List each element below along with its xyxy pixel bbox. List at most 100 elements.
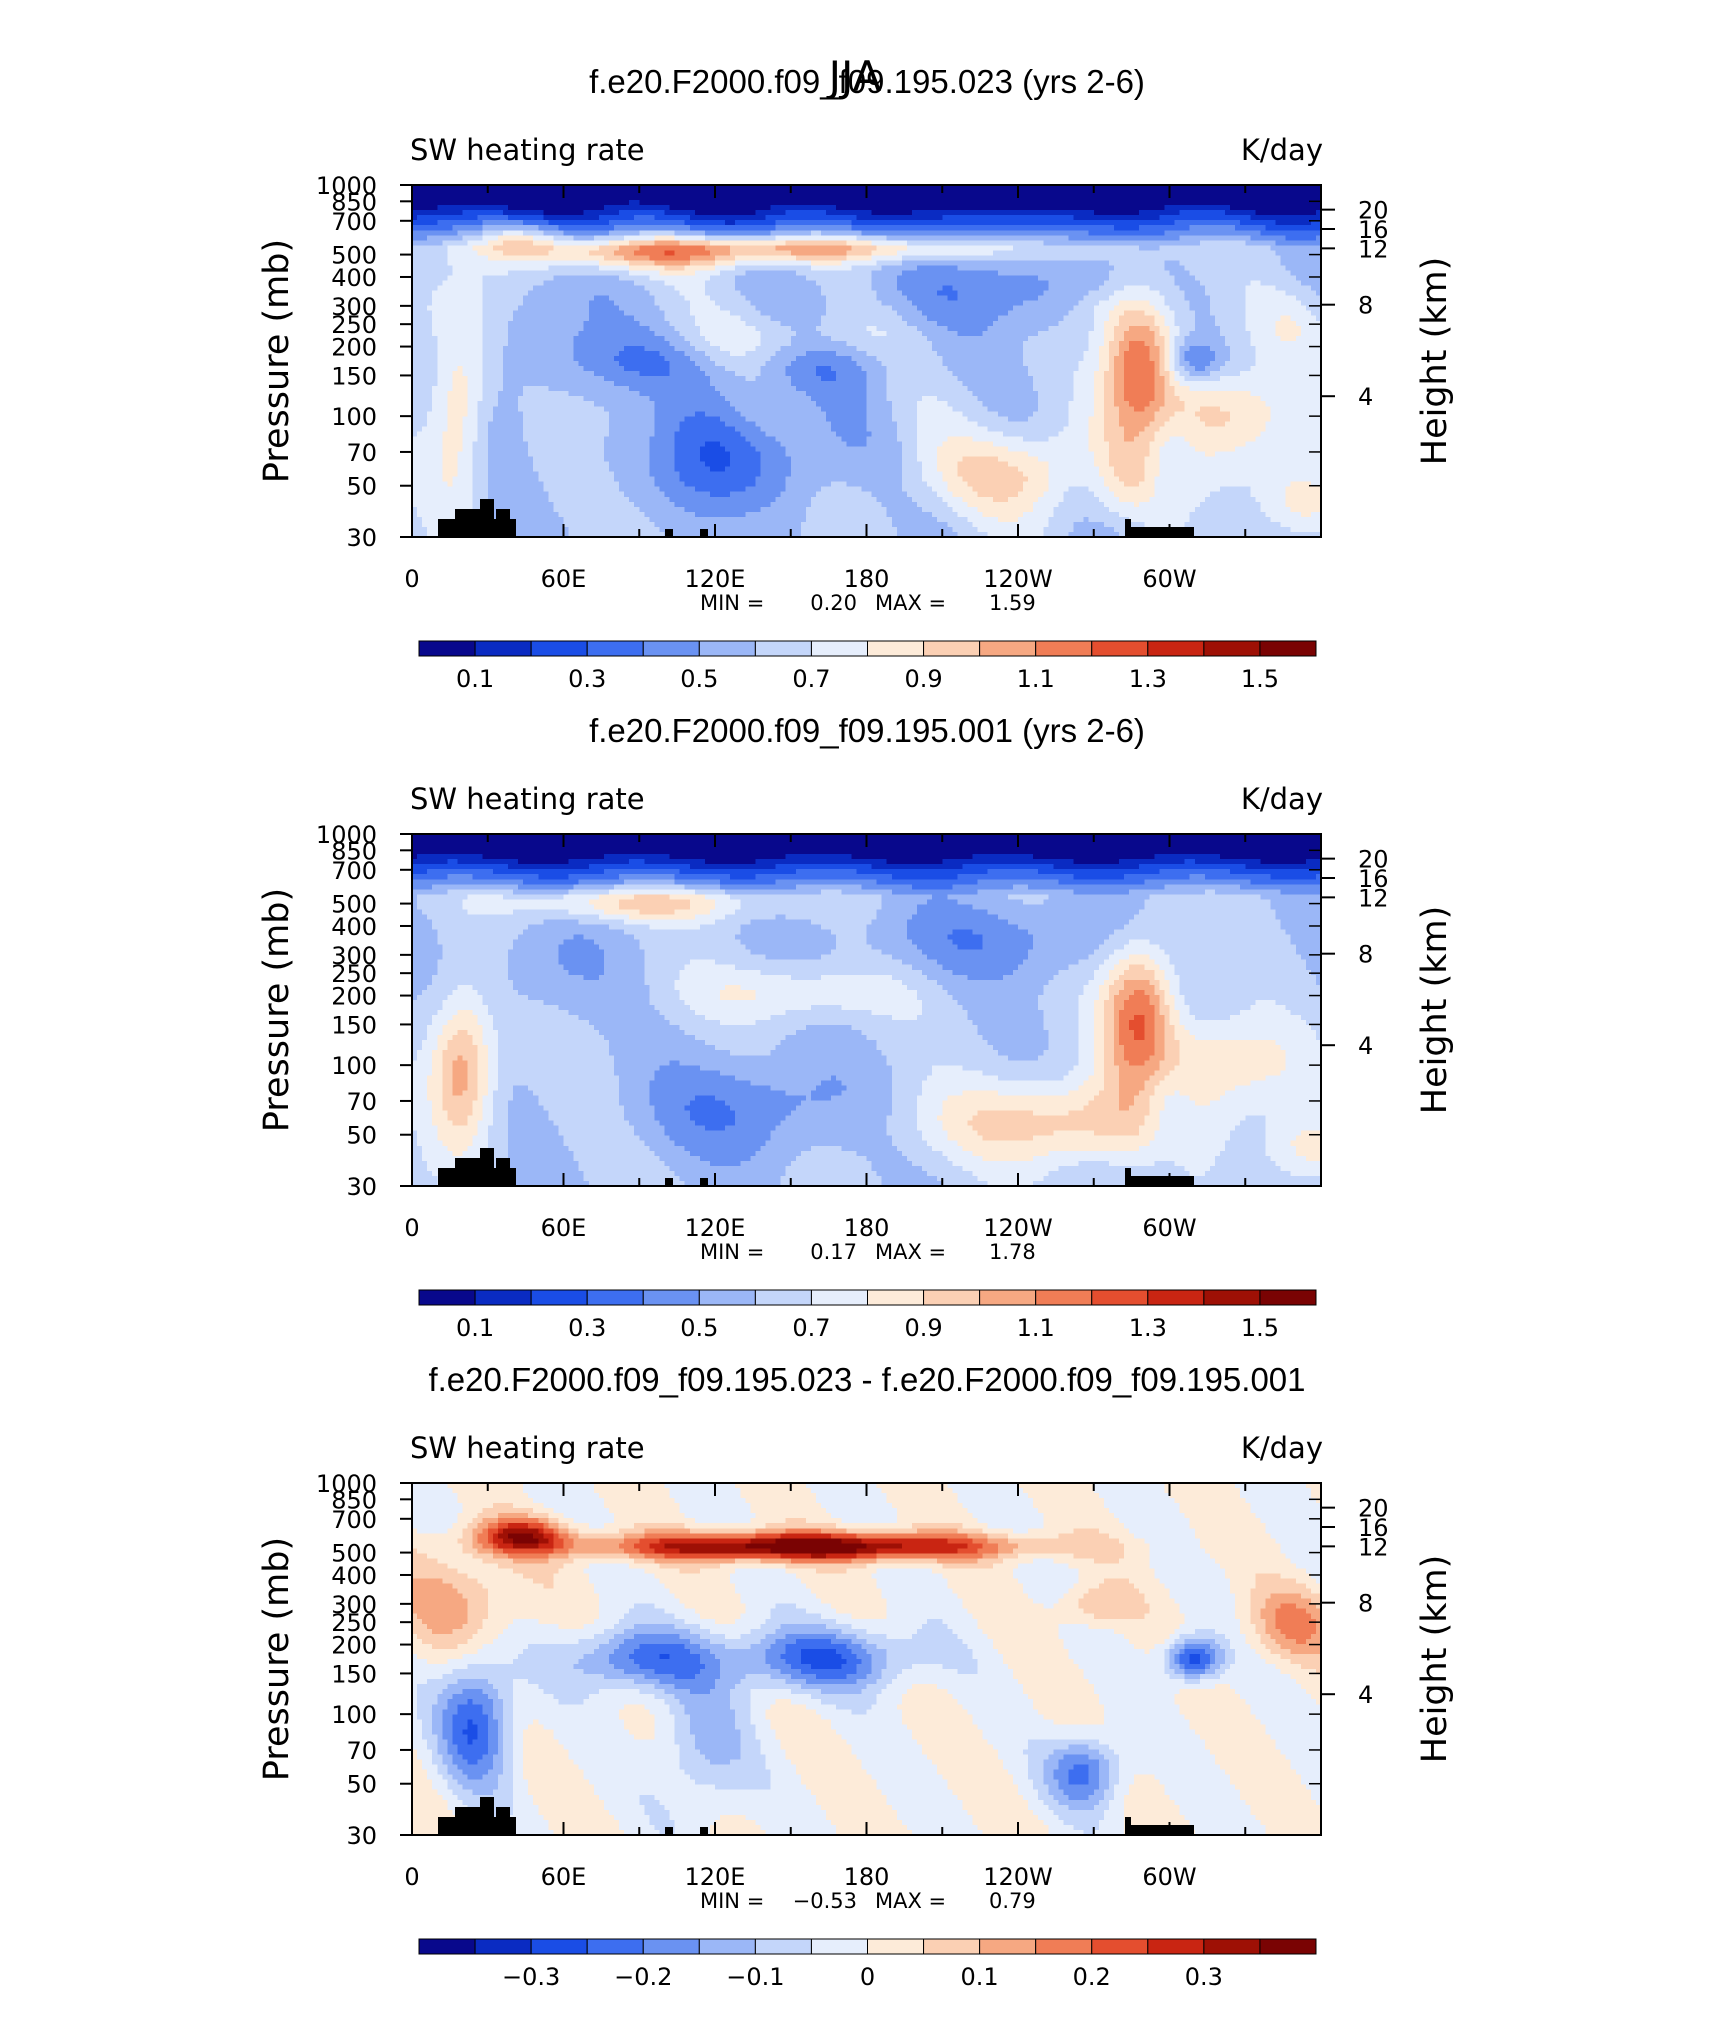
y-tick-label: 250 — [331, 311, 377, 339]
colorbar-label: 0.2 — [1073, 1963, 1111, 1991]
y-tick-label: 100 — [331, 1052, 377, 1080]
y-tick-label: 700 — [331, 208, 377, 236]
colorbar-label: 0.9 — [904, 1314, 942, 1342]
y-axis-label: Pressure (mb) — [257, 1537, 297, 1781]
y-tick-label: 1000 — [316, 172, 377, 200]
panel-title: f.e20.F2000.f09_f09.195.023 (yrs 2-6) — [589, 63, 1145, 100]
y-tick-label: 100 — [331, 403, 377, 431]
height-tick-label: 8 — [1358, 941, 1373, 969]
colorbar-label: 0 — [860, 1963, 875, 1991]
colorbar-swatch — [418, 1938, 476, 1955]
colorbar-swatch — [979, 1938, 1037, 1955]
topography-mask — [506, 1168, 516, 1186]
min-label: MIN = — [700, 591, 764, 615]
topography-mask — [480, 1797, 494, 1835]
colorbar-swatch — [923, 640, 981, 657]
colorbar-label: 1.5 — [1241, 1314, 1279, 1342]
colorbar: 0.1 0.3 0.5 0.7 0.9 1.1 1.3 1.5 — [418, 640, 1317, 693]
colorbar-label: 0.1 — [961, 1963, 999, 1991]
topography-mask — [665, 1827, 673, 1835]
x-tick-label: 120W — [983, 1214, 1053, 1242]
right-axis-label: Height (km) — [1415, 257, 1455, 466]
colorbar-swatch — [1147, 1289, 1205, 1306]
panel-2: f.e20.F2000.f09_f09.195.001 (yrs 2-6) SW … — [257, 712, 1455, 1342]
colorbar-label: 1.1 — [1017, 1314, 1055, 1342]
y-tick-label: 250 — [331, 960, 377, 988]
x-tick-label: 60E — [541, 1214, 587, 1242]
x-tick-label: 60W — [1142, 1863, 1196, 1891]
max-label: MAX = — [875, 1240, 946, 1264]
colorbar-label: 0.7 — [792, 665, 830, 693]
colorbar-swatch — [923, 1289, 981, 1306]
y-tick-label: 250 — [331, 1609, 377, 1637]
y-tick-label: 200 — [331, 1632, 377, 1660]
height-tick-label: 20 — [1358, 1495, 1389, 1523]
panels: f.e20.F2000.f09_f09.195.023 (yrs 2-6) SW … — [257, 63, 1455, 1991]
colorbar-swatch — [586, 1938, 644, 1955]
y-tick-label: 150 — [331, 362, 377, 390]
max-value: 1.78 — [989, 1240, 1036, 1264]
colorbar-swatch — [474, 1938, 532, 1955]
panel-subtitle-left: SW heating rate — [410, 782, 645, 816]
height-tick-label: 16 — [1358, 1514, 1389, 1542]
colorbar-swatch — [642, 1938, 700, 1955]
y-tick-label: 1000 — [316, 821, 377, 849]
colorbar-swatch — [1035, 1289, 1093, 1306]
height-tick-label: 20 — [1358, 197, 1389, 225]
colorbar-swatch — [642, 640, 700, 657]
height-tick-label: 16 — [1358, 216, 1389, 244]
y-tick-label: 150 — [331, 1660, 377, 1688]
x-tick-label: 120E — [685, 1214, 746, 1242]
colorbar-swatch — [1091, 640, 1149, 657]
height-tick-label: 12 — [1358, 235, 1389, 263]
y-axis-label: Pressure (mb) — [257, 239, 297, 483]
colorbar-swatch — [867, 1938, 925, 1955]
colorbar-swatch — [1259, 640, 1317, 657]
panel-units: K/day — [1241, 1431, 1323, 1465]
contour-field — [412, 834, 1321, 1186]
y-tick-label: 70 — [346, 1737, 377, 1765]
colorbar-swatch — [1091, 1938, 1149, 1955]
y-tick-label: 50 — [346, 473, 377, 501]
height-tick-label: 20 — [1358, 846, 1389, 874]
colorbar-swatch — [642, 1289, 700, 1306]
min-value: 0.17 — [810, 1240, 857, 1264]
topography-mask — [665, 529, 673, 537]
y-axis-label: Pressure (mb) — [257, 888, 297, 1132]
colorbar-swatch — [474, 640, 532, 657]
y-tick-label: 150 — [331, 1011, 377, 1039]
topography-mask — [665, 1178, 673, 1186]
colorbar-label: 1.3 — [1129, 1314, 1167, 1342]
max-value: 0.79 — [989, 1889, 1036, 1913]
y-tick-label: 1000 — [316, 1470, 377, 1498]
colorbar-swatch — [1203, 640, 1261, 657]
colorbar-label: 0.3 — [568, 1314, 606, 1342]
colorbar-swatch — [754, 1938, 812, 1955]
colorbar-label: −0.2 — [614, 1963, 672, 1991]
y-tick-label: 850 — [331, 188, 377, 216]
colorbar-swatch — [530, 1289, 588, 1306]
y-tick-label: 300 — [331, 1591, 377, 1619]
colorbar-label: −0.1 — [726, 1963, 784, 1991]
y-tick-label: 700 — [331, 1506, 377, 1534]
contour-field — [412, 1483, 1321, 1835]
colorbar-swatch — [530, 640, 588, 657]
colorbar-label: 0.7 — [792, 1314, 830, 1342]
y-tick-label: 70 — [346, 1088, 377, 1116]
y-tick-label: 300 — [331, 293, 377, 321]
x-tick-label: 0 — [404, 1214, 419, 1242]
x-tick-label: 120W — [983, 565, 1053, 593]
panel-3: f.e20.F2000.f09_f09.195.023 - f.e20.F200… — [257, 1361, 1455, 1991]
y-tick-label: 30 — [346, 1173, 377, 1201]
x-tick-label: 60W — [1142, 565, 1196, 593]
colorbar-label: 0.5 — [680, 665, 718, 693]
topography-mask — [700, 529, 708, 537]
colorbar-swatch — [1035, 640, 1093, 657]
colorbar-swatch — [810, 640, 868, 657]
colorbar-swatch — [586, 640, 644, 657]
colorbar-swatch — [810, 1938, 868, 1955]
colorbar-swatch — [1147, 1938, 1205, 1955]
y-tick-label: 30 — [346, 1822, 377, 1850]
height-tick-label: 8 — [1358, 1590, 1373, 1618]
